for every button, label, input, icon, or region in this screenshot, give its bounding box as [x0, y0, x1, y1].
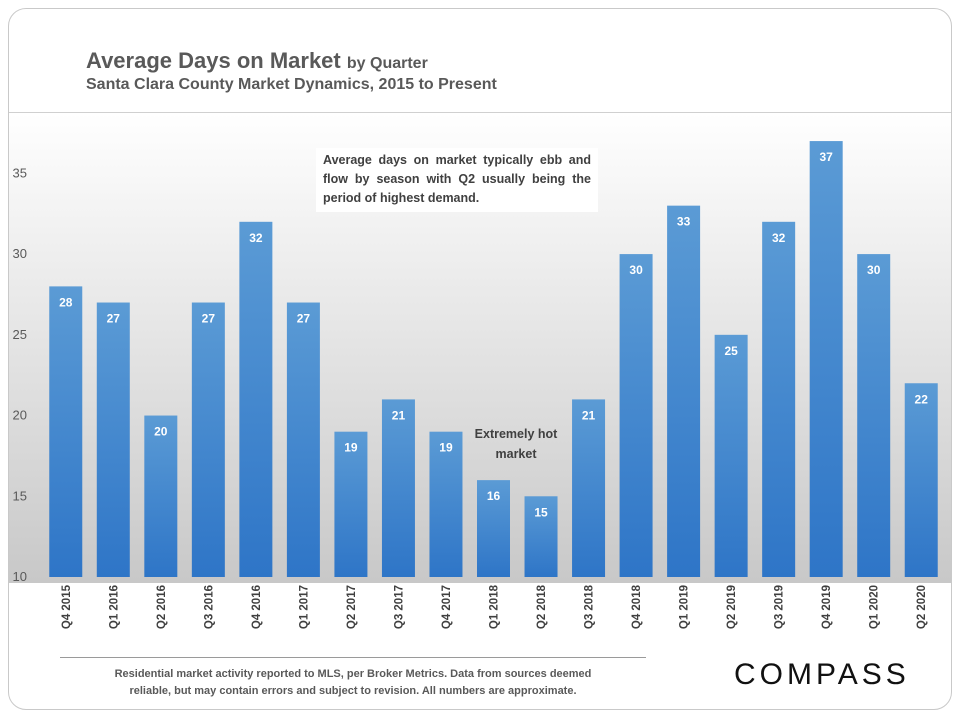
y-tick-label: 20 — [13, 408, 27, 423]
bar-value-label: 21 — [582, 408, 596, 422]
x-tick-label: Q2 2020 — [916, 585, 928, 629]
x-tick-label: Q4 2017 — [441, 585, 453, 629]
footer-divider — [60, 657, 646, 658]
x-tick-label: Q2 2019 — [726, 585, 738, 629]
y-axis: 10 15 20 25 30 35 — [13, 165, 27, 584]
bar — [334, 431, 368, 577]
bar — [857, 254, 891, 577]
bar — [762, 221, 796, 578]
compass-logo: COMPASS — [734, 658, 910, 691]
bar-value-label: 22 — [915, 392, 929, 406]
x-tick-label: Q1 2016 — [108, 585, 120, 629]
y-tick-label: 25 — [13, 327, 27, 342]
bar — [49, 286, 83, 577]
x-tick-label: Q4 2016 — [251, 585, 263, 629]
bar — [381, 399, 415, 577]
bar-value-label: 25 — [724, 344, 738, 358]
bar-value-label: 27 — [297, 312, 311, 326]
header-divider — [9, 112, 951, 113]
footer-disclaimer: Residential market activity reported to … — [60, 666, 646, 700]
bars — [49, 141, 938, 578]
x-tick-label: Q2 2018 — [536, 584, 548, 629]
x-tick-label: Q3 2017 — [393, 585, 405, 629]
bar — [619, 254, 653, 577]
x-tick-label: Q1 2018 — [489, 584, 501, 629]
x-tick-label: Q1 2020 — [869, 585, 881, 629]
bar-value-label: 30 — [867, 263, 881, 277]
bar-value-label: 19 — [439, 441, 453, 455]
chart-subtitle: Santa Clara County Market Dynamics, 2015… — [86, 76, 497, 93]
bar — [477, 480, 510, 577]
bar-value-label: 19 — [344, 441, 358, 455]
y-tick-label: 30 — [13, 246, 27, 261]
bar-value-label: 20 — [154, 425, 168, 439]
x-tick-label: Q1 2019 — [679, 585, 691, 629]
bar-value-label: 33 — [677, 215, 691, 229]
x-tick-label: Q4 2015 — [61, 584, 73, 629]
bar-value-labels: 28 27 20 27 32 27 19 21 19 16 15 21 30 33 25 32 37 30 22 — [59, 150, 928, 519]
y-tick-label: 35 — [13, 165, 27, 180]
bar — [572, 399, 606, 577]
bar-value-label: 27 — [202, 312, 216, 326]
bar — [429, 431, 463, 577]
bar-chart: 10 15 20 25 30 35 28 27 20 27 32 27 19 21 19 16 15 21 30 3… — [13, 141, 938, 629]
bar-value-label: 27 — [107, 312, 121, 326]
x-tick-label: Q2 2017 — [346, 585, 358, 629]
bar — [191, 302, 225, 577]
bar-value-label: 28 — [59, 295, 73, 309]
footer-disclaimer-line1: Residential market activity reported to … — [114, 668, 592, 680]
x-tick-label: Q4 2018 — [631, 584, 643, 629]
x-tick-label: Q3 2019 — [774, 585, 786, 629]
chart-title: Average Days on Market by Quarter — [86, 48, 428, 74]
x-tick-label: Q3 2018 — [584, 584, 596, 629]
bar-value-label: 32 — [249, 231, 263, 245]
x-tick-label: Q4 2019 — [821, 585, 833, 629]
bar-value-label: 16 — [487, 489, 501, 503]
bar — [96, 302, 130, 577]
chart-title-main: Average Days on Market — [86, 48, 341, 73]
bar — [524, 496, 558, 577]
chart-title-suffix: by Quarter — [346, 55, 428, 72]
bar — [667, 205, 701, 577]
bar-value-label: 30 — [629, 263, 643, 277]
x-axis: Q4 2015 Q1 2016 Q2 2016 Q3 2016 Q4 2016 Q1 20… — [61, 584, 928, 629]
x-tick-label: Q2 2016 — [156, 585, 168, 629]
bar — [239, 221, 273, 578]
bar — [144, 415, 178, 577]
bar-value-label: 21 — [392, 408, 406, 422]
bar-value-label: 32 — [772, 231, 786, 245]
hot-market-annotation: Extremely hot market — [474, 427, 558, 461]
season-annotation: Average days on market typically ebb and… — [316, 148, 598, 212]
bar — [809, 141, 843, 577]
footer-disclaimer-line2: reliable, but may contain errors and sub… — [129, 685, 577, 697]
bar — [904, 383, 938, 577]
x-tick-label: Q1 2017 — [298, 585, 310, 629]
y-tick-label: 15 — [13, 488, 27, 503]
y-tick-label: 10 — [13, 569, 27, 584]
bar-value-label: 15 — [534, 505, 548, 519]
bar-value-label: 37 — [820, 150, 834, 164]
x-tick-label: Q3 2016 — [203, 585, 215, 629]
bar — [714, 334, 748, 577]
bar — [286, 302, 320, 577]
